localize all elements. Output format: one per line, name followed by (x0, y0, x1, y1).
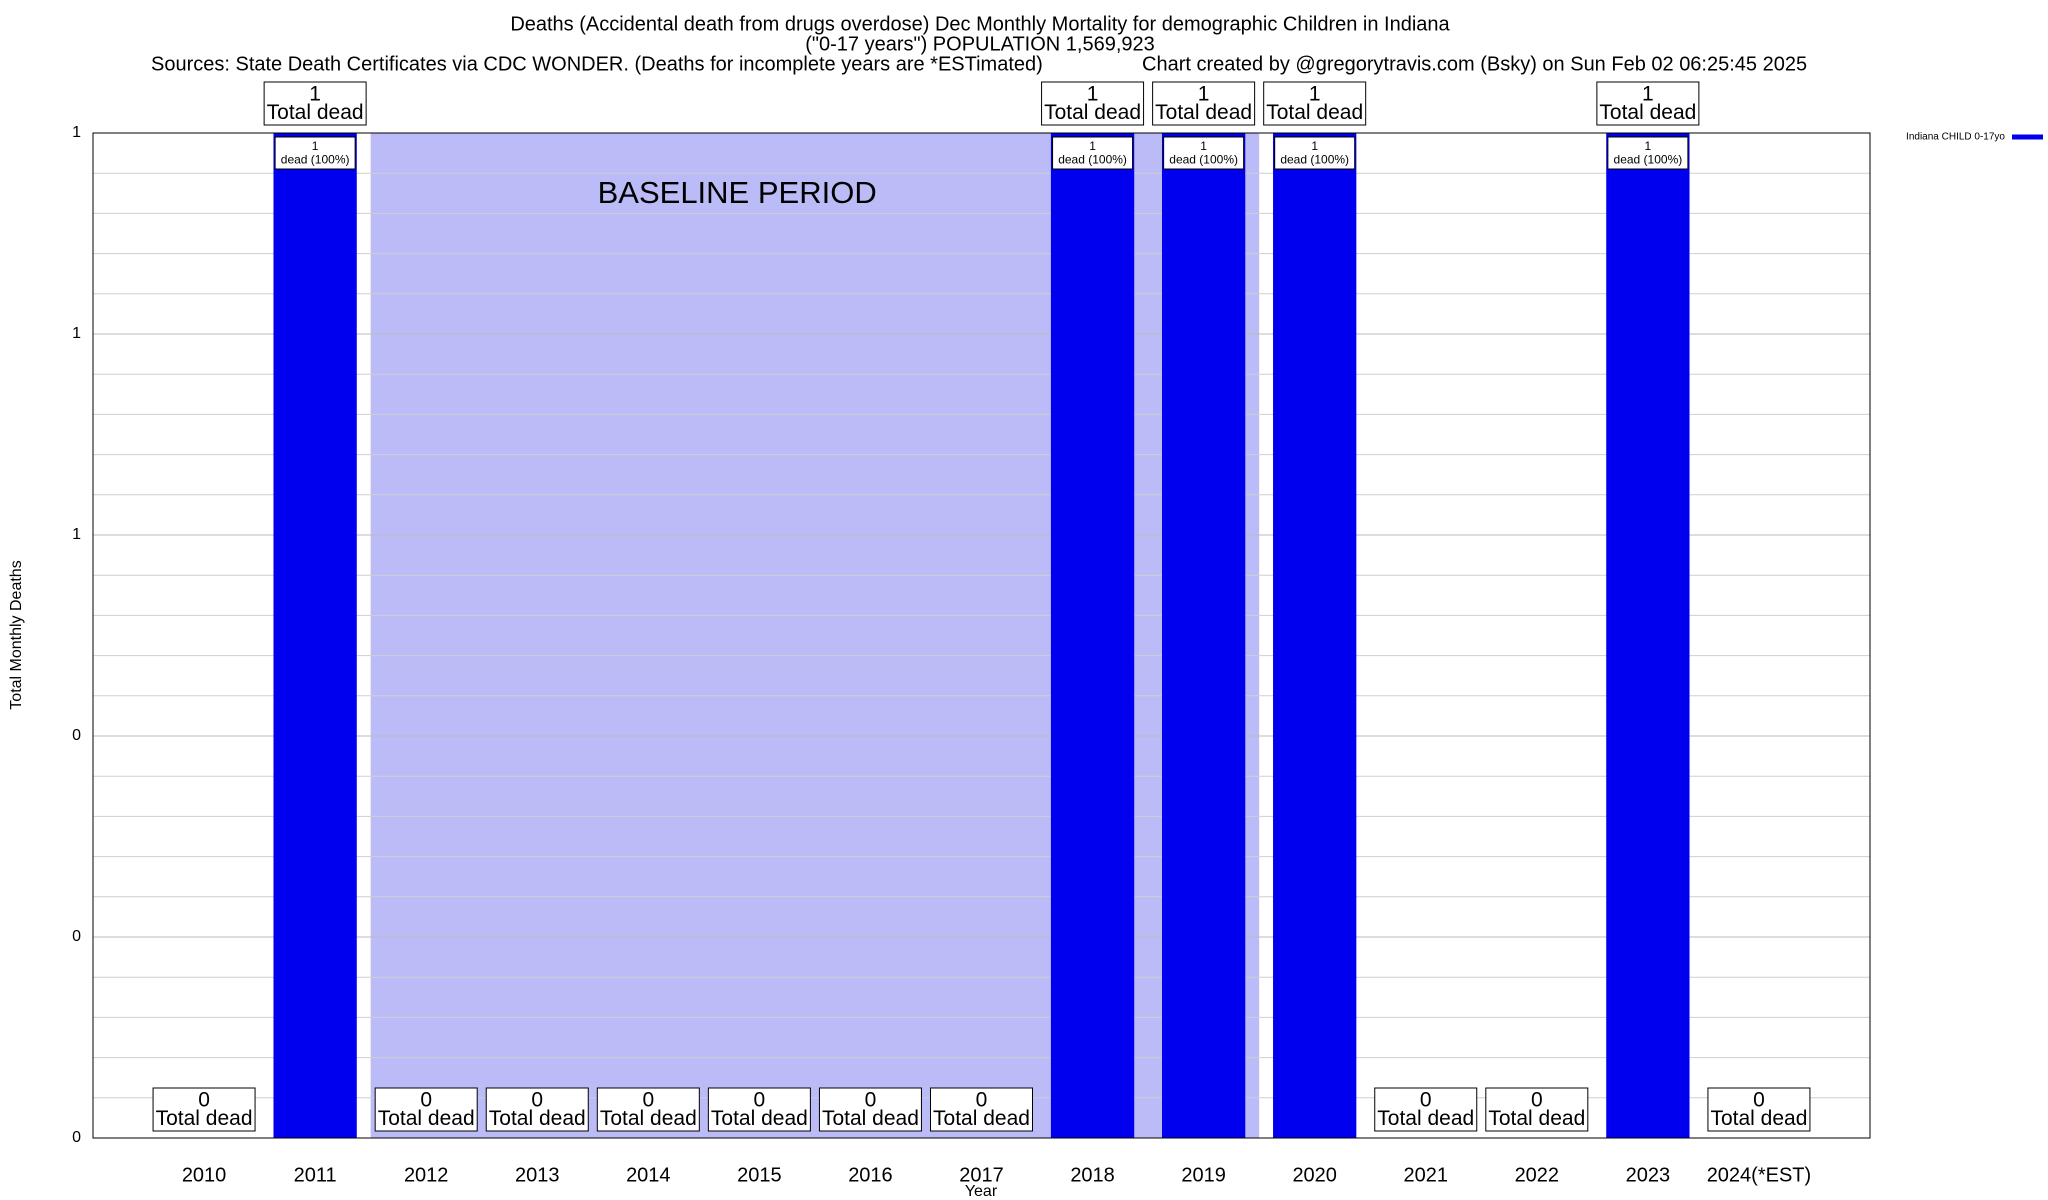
total-label-value: 0 (642, 1088, 654, 1111)
total-label-text: Total dead (1155, 101, 1252, 124)
total-label-value: 0 (198, 1088, 210, 1111)
x-tick-label: 2019 (1181, 1164, 1226, 1186)
y-tick-label: 0 (72, 727, 81, 744)
y-tick-label: 1 (72, 124, 81, 141)
total-label-value: 1 (1642, 82, 1654, 105)
bar (1050, 133, 1135, 1138)
total-label-text: Total dead (711, 1107, 808, 1130)
total-label-box (485, 1087, 589, 1132)
total-label-box (263, 81, 367, 126)
y-tick-label: 0 (72, 1129, 81, 1146)
bar-label-box (274, 136, 356, 170)
total-label-text: Total dead (1710, 1107, 1807, 1130)
total-label-value: 0 (865, 1088, 877, 1111)
total-label-text: Total dead (1488, 1107, 1585, 1130)
y-tick-label: 1 (72, 526, 81, 543)
total-label-value: 0 (1420, 1088, 1432, 1111)
total-label-box (1707, 1087, 1811, 1132)
bar-label-box (1163, 136, 1245, 170)
x-tick-label: 2021 (1404, 1164, 1449, 1186)
bar-label-box (1607, 136, 1689, 170)
total-label-text: Total dead (933, 1107, 1030, 1130)
total-label-text: Total dead (1599, 101, 1696, 124)
bar-label-value: 1 (1645, 139, 1652, 153)
total-label-text: Total dead (156, 1107, 253, 1130)
x-tick-label: 2016 (848, 1164, 893, 1186)
plot-frame (92, 132, 1871, 1139)
total-label-value: 0 (531, 1088, 543, 1111)
baseline-label: BASELINE PERIOD (598, 175, 877, 210)
x-tick-label: 2010 (182, 1164, 227, 1186)
sources: Sources: State Death Certificates via CD… (151, 53, 1043, 75)
chart-subtitle: ("0-17 years") POPULATION 1,569,923 (805, 33, 1155, 55)
total-label-value: 0 (1753, 1088, 1765, 1111)
y-axis-label: Total Monthly Deaths (8, 560, 25, 709)
total-label-box (1596, 81, 1700, 126)
bar (273, 133, 357, 1138)
legend-label: Indiana CHILD 0-17yo (1906, 132, 2005, 143)
total-label-text: Total dead (822, 1107, 919, 1130)
y-tick-label: 0 (72, 928, 81, 945)
total-label-box (1152, 81, 1256, 126)
total-label-box (930, 1087, 1033, 1132)
total-label-value: 1 (1309, 82, 1321, 105)
bar (1161, 133, 1246, 1138)
bar (1273, 133, 1357, 1138)
y-tick-label: 1 (72, 325, 81, 342)
x-tick-label: 2011 (294, 1164, 337, 1186)
bar (1606, 133, 1690, 1138)
total-label-value: 1 (1198, 82, 1210, 105)
chart-title: Deaths (Accidental death from drugs over… (510, 13, 1450, 35)
total-label-text: Total dead (267, 101, 364, 124)
bar-label-value: 1 (312, 139, 319, 153)
total-label-box (818, 1087, 922, 1132)
bar-label-text: dead (100%) (1169, 153, 1238, 167)
total-label-value: 0 (754, 1088, 766, 1111)
total-label-box (152, 1087, 256, 1132)
x-tick-label: 2014 (626, 1164, 671, 1186)
bar-label-box (1274, 136, 1356, 170)
total-label-text: Total dead (1377, 1107, 1474, 1130)
x-tick-label: 2012 (404, 1164, 449, 1186)
total-label-box (707, 1087, 811, 1132)
x-tick-label: 2017 (959, 1164, 1004, 1186)
x-tick-label: 2015 (737, 1164, 782, 1186)
bar-label-text: dead (100%) (1280, 153, 1349, 167)
total-label-value: 1 (309, 82, 321, 105)
x-axis-label: Year (965, 1183, 998, 1200)
total-label-box (1041, 81, 1145, 126)
total-label-box (1374, 1087, 1478, 1132)
x-tick-label: 2024(*EST) (1707, 1164, 1812, 1186)
total-label-value: 0 (976, 1088, 988, 1111)
credit: Chart created by @gregorytravis.com (Bsk… (1142, 53, 1807, 75)
bar-label-value: 1 (1200, 139, 1207, 153)
x-tick-label: 2013 (515, 1164, 560, 1186)
total-label-value: 0 (1531, 1088, 1543, 1111)
total-label-box (1263, 81, 1367, 126)
total-label-box (596, 1087, 700, 1132)
total-label-box (374, 1087, 478, 1132)
bar-label-value: 1 (1311, 139, 1318, 153)
x-tick-label: 2023 (1626, 1164, 1671, 1186)
total-label-text: Total dead (1266, 101, 1363, 124)
x-tick-label: 2018 (1070, 1164, 1115, 1186)
x-tick-label: 2020 (1292, 1164, 1337, 1186)
total-label-value: 0 (420, 1088, 432, 1111)
bar-label-value: 1 (1089, 139, 1096, 153)
bar-label-text: dead (100%) (281, 153, 350, 167)
total-label-text: Total dead (489, 1107, 586, 1130)
x-tick-label: 2022 (1515, 1164, 1560, 1186)
total-label-box (1485, 1087, 1589, 1132)
bar-label-box (1052, 136, 1134, 170)
bar-label-text: dead (100%) (1614, 153, 1683, 167)
total-label-text: Total dead (1044, 101, 1141, 124)
total-label-text: Total dead (600, 1107, 697, 1130)
total-label-text: Total dead (378, 1107, 475, 1130)
bar-label-text: dead (100%) (1058, 153, 1127, 167)
total-label-value: 1 (1087, 82, 1099, 105)
